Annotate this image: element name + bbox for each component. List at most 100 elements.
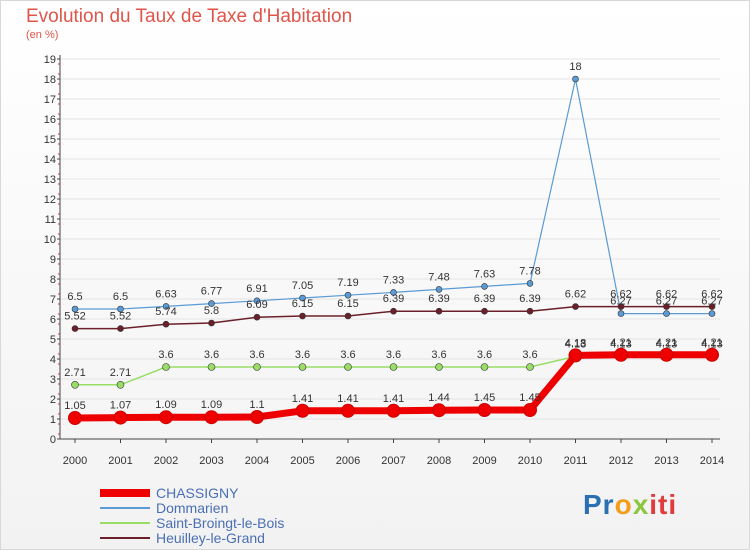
data-point: [116, 380, 125, 389]
data-label: 6.15: [337, 298, 358, 310]
data-point: [572, 303, 579, 310]
legend-label: Saint-Broingt-le-Bois: [156, 515, 284, 531]
data-label: 4.13: [656, 338, 677, 350]
y-tick-label: 6: [50, 314, 56, 326]
data-label: 5.8: [204, 305, 219, 317]
data-label: 6.62: [565, 289, 586, 301]
x-tick-label: 2007: [381, 455, 405, 467]
data-label: 1.05: [64, 400, 85, 412]
y-tick-label: 18: [44, 74, 56, 86]
data-label: 1.09: [155, 399, 176, 411]
data-label: 6.27: [656, 296, 677, 308]
data-label: 1.44: [428, 392, 449, 404]
data-point: [480, 363, 489, 371]
x-tick-label: 2010: [518, 455, 542, 467]
y-tick-label: 2: [50, 394, 56, 406]
data-label: 3.6: [295, 349, 310, 361]
data-point: [253, 313, 261, 321]
data-point: [617, 303, 625, 310]
data-point: [386, 403, 401, 418]
y-tick-label: 8: [50, 274, 56, 286]
data-label: 3.6: [158, 349, 173, 361]
data-point: [708, 310, 716, 317]
x-tick-label: 2006: [336, 455, 360, 467]
y-tick-label: 19: [44, 54, 56, 66]
data-label: 6.63: [155, 288, 176, 300]
data-point: [253, 297, 261, 305]
data-point: [71, 305, 79, 313]
data-point: [295, 403, 310, 418]
x-tick-label: 2008: [427, 455, 451, 467]
data-point: [614, 347, 628, 362]
data-label: 1.07: [110, 400, 131, 412]
data-point: [159, 410, 173, 425]
data-point: [435, 363, 443, 371]
data-label: 6.62: [610, 289, 631, 301]
unit-label: (en %): [26, 29, 59, 41]
y-tick-label: 14: [44, 154, 56, 166]
data-point: [663, 303, 670, 310]
data-point: [435, 307, 443, 315]
data-label: 18: [569, 61, 581, 73]
data-point: [663, 310, 670, 317]
data-point: [617, 310, 625, 317]
data-label: 4.21: [656, 337, 677, 349]
data-label: 5.74: [155, 306, 176, 318]
data-point: [708, 303, 716, 310]
chart-title: Evolution du Taux de Taxe d'Habitation: [26, 6, 353, 27]
data-label: 6.5: [113, 291, 128, 303]
data-label: 2.71: [110, 367, 131, 379]
data-point: [705, 347, 719, 362]
y-tick-label: 11: [45, 214, 56, 226]
data-label: 4.18: [565, 337, 586, 349]
data-point: [117, 305, 124, 313]
data-point: [481, 307, 488, 315]
data-label: 5.52: [64, 311, 85, 323]
data-label: 4.13: [565, 338, 586, 350]
y-tick-label: 17: [44, 94, 56, 106]
proxiti-logo: Proxiti: [583, 489, 678, 520]
y-tick-label: 0: [50, 434, 56, 446]
x-tick-label: 2002: [154, 455, 178, 467]
data-label: 5.52: [110, 311, 131, 323]
data-point: [117, 325, 124, 332]
data-point: [389, 363, 398, 371]
data-label: 6.62: [656, 289, 677, 301]
x-tick-label: 2009: [472, 455, 496, 467]
data-point: [253, 363, 261, 371]
data-label: 1.41: [383, 393, 404, 405]
data-point: [298, 363, 307, 371]
data-label: 1.45: [474, 392, 495, 404]
data-point: [568, 348, 583, 363]
data-label: 6.91: [246, 283, 267, 295]
data-point: [477, 403, 492, 417]
data-label: 1.41: [292, 393, 313, 405]
data-point: [299, 312, 306, 320]
x-tick-label: 2003: [199, 455, 223, 467]
data-point: [526, 363, 534, 371]
data-label: 6.62: [701, 289, 722, 301]
data-label: 7.48: [428, 271, 449, 283]
data-point: [341, 403, 355, 418]
data-label: 6.39: [383, 293, 404, 305]
data-point: [68, 411, 82, 425]
x-tick-label: 2000: [63, 455, 87, 467]
data-label: 3.6: [477, 349, 492, 361]
data-point: [344, 291, 352, 299]
x-tick-label: 2011: [564, 455, 588, 467]
data-point: [572, 75, 579, 83]
data-label: 3.6: [340, 349, 355, 361]
y-tick-label: 9: [50, 254, 56, 266]
legend-label: Dommarien: [156, 500, 228, 516]
data-label: 6.39: [428, 293, 449, 305]
data-label: 3.6: [204, 349, 219, 361]
data-label: 6.77: [201, 286, 222, 298]
data-label: 4.21: [701, 337, 722, 349]
data-label: 4.13: [610, 338, 631, 350]
data-point: [208, 319, 215, 327]
y-tick-label: 15: [44, 134, 56, 146]
data-point: [71, 380, 79, 389]
data-point: [299, 294, 306, 302]
